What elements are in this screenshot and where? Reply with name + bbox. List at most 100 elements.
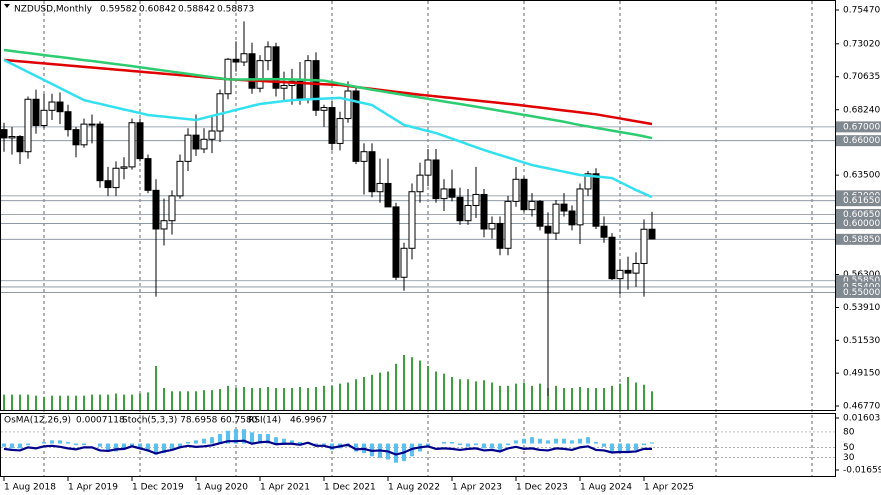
- candle-body: [136, 122, 144, 160]
- level-label-box: [836, 217, 881, 229]
- candle-body: [88, 123, 96, 126]
- candle-body: [152, 189, 160, 230]
- header-ohlc: 0.58842: [178, 5, 215, 15]
- candle-body: [200, 138, 208, 150]
- y-tick-label: 0.49150: [843, 369, 880, 379]
- osc-tick-label: 0.016033: [843, 414, 881, 424]
- candle-body: [616, 269, 624, 280]
- candle-body: [72, 129, 80, 146]
- y-tick-label: 0.68240: [843, 105, 880, 115]
- candle-body: [184, 134, 192, 162]
- level-label-box: [836, 275, 881, 287]
- y-tick-label: 0.73020: [843, 39, 880, 49]
- candle-body: [576, 188, 584, 226]
- candle-body: [96, 123, 104, 182]
- candle-body: [8, 136, 16, 139]
- y-tick-label: 0.70635: [843, 72, 880, 82]
- candle-body: [264, 46, 272, 62]
- candle-body: [600, 225, 608, 238]
- x-tick-label: 1 Apr 2025: [644, 483, 694, 493]
- header-ohlc: 0.59582: [100, 5, 137, 15]
- candle-body: [272, 46, 280, 89]
- header-ohlc: 0.58873: [217, 5, 254, 15]
- candle-body: [544, 225, 552, 234]
- x-tick-label: 1 Aug 2020: [196, 483, 248, 493]
- candle-body: [640, 228, 648, 264]
- candle-body: [64, 111, 72, 131]
- x-tick-label: 1 Apr 2021: [260, 483, 310, 493]
- x-tick-label: 1 Dec 2023: [516, 483, 568, 493]
- candle-body: [512, 178, 520, 202]
- rsi-value: 46.9967: [290, 416, 327, 426]
- candle-body: [48, 101, 56, 111]
- candle-body: [144, 158, 152, 191]
- candle-body: [232, 58, 240, 63]
- osc-level-label: 30: [843, 453, 855, 463]
- x-tick-label: 1 Aug 2018: [4, 483, 56, 493]
- candle-body: [336, 118, 344, 144]
- level-label: 0.60000: [843, 219, 880, 229]
- candle-body: [648, 228, 656, 240]
- candle-body: [384, 182, 392, 208]
- candle-body: [592, 173, 600, 227]
- candle-body: [56, 101, 64, 113]
- candle-body: [328, 107, 336, 144]
- level-label: 0.67000: [843, 122, 880, 132]
- level-label-box: [836, 208, 881, 220]
- rsi-line: [3, 439, 653, 456]
- candle-body: [528, 200, 536, 211]
- level-label-box: [836, 195, 881, 207]
- x-tick-label: 1 Dec 2019: [132, 483, 184, 493]
- price-frame: [0, 0, 836, 411]
- candle-body: [80, 123, 88, 146]
- stoch-title: Stoch(5,3,3) 78.6958 60.7580: [122, 416, 258, 426]
- candle-body: [104, 180, 112, 189]
- x-tick-label: 1 Apr 2019: [68, 483, 118, 493]
- osc-level-label: 80: [843, 427, 855, 437]
- level-label-box: [836, 286, 881, 298]
- osma-value: 0.0007118: [76, 416, 125, 426]
- candle-body: [504, 200, 512, 249]
- level-label: 0.55000: [843, 288, 880, 298]
- candle-body: [440, 188, 448, 200]
- menu-arrow[interactable]: [4, 4, 10, 8]
- candle-body: [400, 247, 408, 278]
- rsi-title: RSI(14): [248, 416, 281, 426]
- candle-body: [344, 90, 352, 120]
- x-tick-label: 1 Apr 2023: [452, 483, 502, 493]
- candle-body: [256, 60, 264, 89]
- level-label: 0.61650: [843, 196, 880, 206]
- candle-body: [608, 236, 616, 280]
- level-label: 0.60650: [843, 210, 880, 220]
- osc-level-label: 50: [843, 443, 855, 453]
- candle-body: [432, 159, 440, 200]
- symbol-title: NZDUSD,Monthly: [14, 5, 93, 15]
- candle-body: [176, 160, 184, 197]
- candle-body: [456, 196, 464, 222]
- candle-body: [320, 107, 328, 111]
- candle-body: [424, 159, 432, 176]
- candle-body: [632, 262, 640, 274]
- moving-average: [3, 48, 653, 140]
- osma-title: OsMA(12,26,9): [4, 416, 71, 426]
- header-ohlc: 0.60842: [139, 5, 176, 15]
- candle-body: [40, 109, 48, 126]
- candle-body: [24, 98, 32, 153]
- candle-body: [16, 136, 24, 153]
- candle-body: [464, 205, 472, 222]
- candle-body: [240, 53, 248, 63]
- candle-body: [416, 174, 424, 193]
- candle-body: [0, 129, 8, 139]
- level-label-box: [836, 281, 881, 293]
- x-tick-label: 1 Aug 2024: [580, 483, 632, 493]
- y-tick-label: 0.75470: [843, 6, 880, 16]
- candle-body: [224, 58, 232, 95]
- y-tick-label: 0.46770: [843, 402, 880, 412]
- level-label: 0.58850: [843, 235, 880, 245]
- y-tick-label: 0.56300: [843, 270, 880, 280]
- candle-body: [168, 195, 176, 222]
- candle-body: [392, 206, 400, 278]
- level-label: 0.66000: [843, 136, 880, 146]
- candle-body: [488, 222, 496, 230]
